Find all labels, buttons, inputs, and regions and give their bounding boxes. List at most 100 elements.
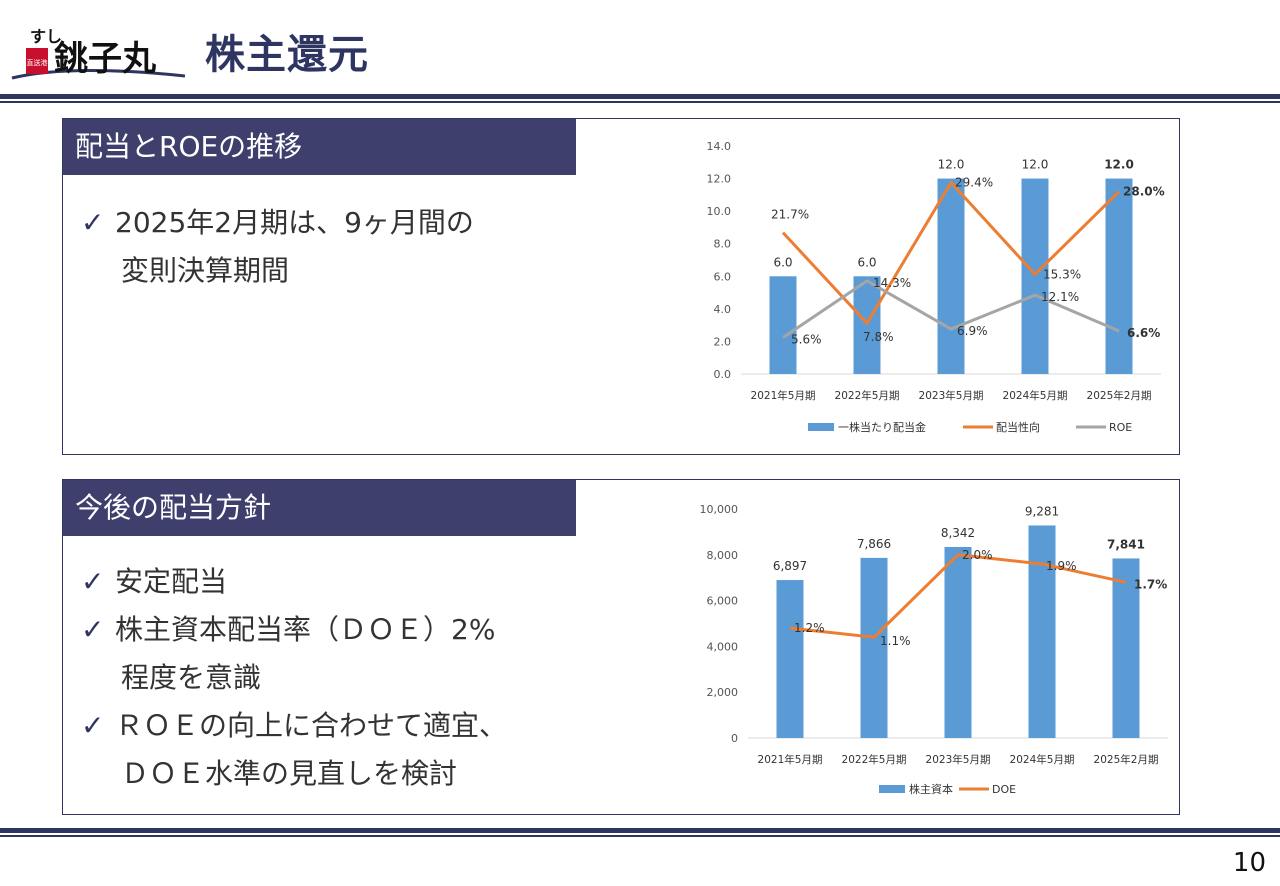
bar-data-label: 6.0 [773,255,792,269]
bar-data-label: 12.0 [938,158,965,172]
series-line [782,279,1120,339]
logo-stamp-text: 直送港 [27,58,48,67]
y-tick-label: 10.0 [707,205,732,218]
line-data-label: 29.4% [955,175,993,189]
x-tick-label: 2024年5月期 [1010,753,1075,766]
y-tick-label: 12.0 [707,173,732,186]
bullet-text: ＲＯＥの向上に合わせて適宜、 [115,709,508,742]
legend-swatch [808,423,834,431]
line-data-label: 6.6% [1127,326,1160,340]
x-tick-label: 2023年5月期 [926,753,991,766]
line-data-label: 15.3% [1043,267,1081,281]
line-data-label: 1.1% [880,634,911,648]
bar [853,276,881,374]
bullet-text: 2025年2月期は、9ヶ月間の [115,206,474,239]
x-tick-label: 2022年5月期 [835,389,900,402]
bar-data-label: 7,866 [857,537,891,551]
list-item: ✓ ＲＯＥの向上に合わせて適宜、 ＤＯＥ水準の見直しを検討 [75,702,507,798]
checkmark-icon: ✓ [81,565,105,598]
bar [1105,178,1133,374]
bar-data-label: 6,897 [773,559,807,573]
line-data-label: 6.9% [957,324,988,338]
list-item: ✓ 株主資本配当率（ＤＯＥ）2% 程度を意識 [75,606,507,702]
bar [769,276,797,374]
x-tick-label: 2025年2月期 [1094,753,1159,766]
bottom-divider [0,828,1280,833]
top-divider-thin [0,101,1280,103]
logo: 直送港 すし 銚子丸 [11,27,186,80]
bar-data-label: 6.0 [857,255,876,269]
legend-swatch [879,785,905,793]
bar-data-label: 9,281 [1025,504,1059,518]
line-data-label: 1.7% [1134,577,1167,591]
line-data-label: 2.0% [962,548,993,562]
bar-data-label: 12.0 [1022,158,1049,172]
line-data-label: 5.6% [791,333,822,347]
checkmark-icon: ✓ [81,206,105,239]
bar [1112,558,1140,738]
x-tick-label: 2023年5月期 [919,389,984,402]
dividend-policy-panel: 今後の配当方針 ✓ 安定配当 ✓ 株主資本配当率（ＤＯＥ）2% 程度を意識 ✓ … [62,479,1180,815]
bar [1028,525,1056,738]
y-tick-label: 6,000 [707,595,739,608]
bullet-text-continued: 変則決算期間 [121,254,290,287]
y-tick-label: 8,000 [707,549,739,562]
y-tick-label: 2.0 [714,335,732,348]
x-tick-label: 2021年5月期 [758,753,823,766]
section-heading-dividend-roe: 配当とROEの推移 [63,119,576,175]
bullet-text: 株主資本配当率（ＤＯＥ）2% [115,613,496,646]
bar [776,580,804,738]
y-tick-label: 8.0 [714,238,732,251]
equity-doe-chart: 02,0004,0006,0008,00010,0000.0%0.5%1.0%1… [700,503,1168,796]
legend-label: 配当性向 [996,420,1040,434]
y-tick-label: 10,000 [700,503,739,516]
checkmark-icon: ✓ [81,613,105,646]
y-tick-label: 0 [731,732,738,745]
line-data-label: 1.2% [794,621,825,635]
checkmark-icon: ✓ [81,709,105,742]
logo-wave-icon [11,68,186,80]
section-heading-dividend-policy: 今後の配当方針 [63,480,576,536]
bar [860,557,888,738]
bottom-divider-thin [0,835,1280,837]
x-tick-label: 2024年5月期 [1003,389,1068,402]
dividend-roe-panel: 配当とROEの推移 ✓ 2025年2月期は、9ヶ月間の 変則決算期間 0.0 2.… [62,118,1180,455]
line-data-label: 7.8% [863,330,894,344]
line-data-label: 12.1% [1041,290,1079,304]
legend-label: 株主資本 [909,782,953,796]
page-title: 株主還元 [205,32,369,78]
bullet-list-dividend-policy: ✓ 安定配当 ✓ 株主資本配当率（ＤＯＥ）2% 程度を意識 ✓ ＲＯＥの向上に合… [75,558,507,798]
y-tick-label: 6.0 [714,270,732,283]
bar-data-label: 12.0 [1104,158,1134,172]
y-tick-label: 14.0 [707,140,732,153]
dividend-roe-chart: 0.02.04.06.08.010.012.014.00.0%5.0%10.0%… [707,140,1165,434]
bullet-text-continued: ＤＯＥ水準の見直しを検討 [121,757,458,790]
bar-data-label: 8,342 [941,526,975,540]
bar [1021,178,1049,374]
series-line [781,180,1121,325]
list-item: ✓ 2025年2月期は、9ヶ月間の 変則決算期間 [75,199,474,295]
logo-stamp [26,48,48,74]
line-data-label: 21.7% [771,208,809,222]
page-number: 10 [1232,848,1266,878]
logo-small-text: すし [30,27,62,46]
bullet-text-continued: 程度を意識 [121,661,262,694]
line-data-label: 14.3% [873,276,911,290]
x-tick-label: 2021年5月期 [751,389,816,402]
top-divider [0,94,1280,99]
line-data-label: 1.9% [1046,559,1077,573]
x-tick-label: 2025年2月期 [1087,389,1152,402]
logo-main-text: 銚子丸 [54,39,156,79]
list-item: ✓ 安定配当 [75,558,507,606]
y-tick-label: 4,000 [707,640,739,653]
y-tick-label: 0.0 [714,368,732,381]
legend-label: DOE [992,783,1016,796]
bullet-list-dividend-roe: ✓ 2025年2月期は、9ヶ月間の 変則決算期間 [75,199,474,295]
bullet-text: 安定配当 [115,565,228,598]
bar [944,546,972,738]
legend-label: ROE [1109,421,1132,434]
line-data-label: 28.0% [1123,185,1165,199]
y-tick-label: 2,000 [707,686,739,699]
bar [937,178,965,374]
x-tick-label: 2022年5月期 [842,753,907,766]
